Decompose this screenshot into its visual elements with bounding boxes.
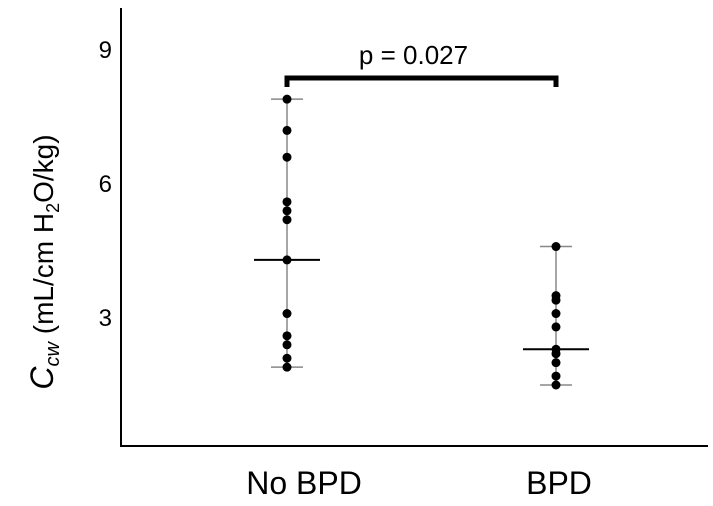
data-point xyxy=(282,197,292,207)
y-tick-label: 9 xyxy=(99,37,112,64)
data-groups xyxy=(254,94,589,390)
data-point xyxy=(282,362,292,372)
x-tick-labels: No BPD BPD xyxy=(246,465,592,501)
y-tick-label: 6 xyxy=(99,171,112,198)
data-point xyxy=(282,353,292,363)
data-point xyxy=(282,206,292,216)
data-point xyxy=(282,309,292,319)
y-tick-labels: 3 6 9 xyxy=(99,37,112,332)
y-tick-label: 3 xyxy=(99,305,112,332)
data-point xyxy=(551,291,561,301)
data-point xyxy=(551,309,561,319)
data-point xyxy=(282,94,292,104)
y-axis-label: Ccw (mL/cm H2O/kg) xyxy=(24,134,64,389)
significance-bracket xyxy=(284,75,559,87)
x-tick-label: No BPD xyxy=(246,465,362,501)
data-point xyxy=(282,152,292,162)
data-point xyxy=(551,322,561,332)
p-value-annotation: p = 0.027 xyxy=(359,40,468,70)
data-point xyxy=(282,125,292,135)
group-bpd xyxy=(523,242,589,390)
x-tick-label: BPD xyxy=(526,465,592,501)
data-point xyxy=(551,371,561,381)
data-point xyxy=(551,242,561,252)
data-point xyxy=(282,331,292,341)
data-point xyxy=(282,215,292,225)
group-no-bpd xyxy=(254,94,320,372)
data-point xyxy=(551,380,561,390)
data-point xyxy=(551,358,561,368)
data-point xyxy=(282,340,292,350)
